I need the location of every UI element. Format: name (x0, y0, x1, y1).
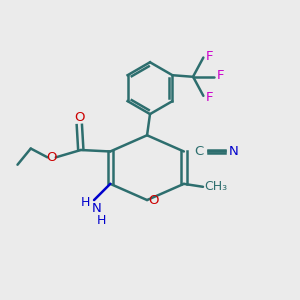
Text: F: F (206, 50, 214, 63)
Text: N: N (92, 202, 101, 215)
Text: F: F (217, 69, 224, 82)
Text: CH₃: CH₃ (205, 180, 228, 193)
Text: H: H (80, 196, 90, 208)
Text: F: F (206, 91, 214, 104)
Text: O: O (148, 194, 159, 207)
Text: O: O (46, 151, 57, 164)
Text: O: O (74, 111, 85, 124)
Text: H: H (97, 214, 106, 227)
Text: C: C (194, 145, 203, 158)
Text: N: N (229, 145, 239, 158)
